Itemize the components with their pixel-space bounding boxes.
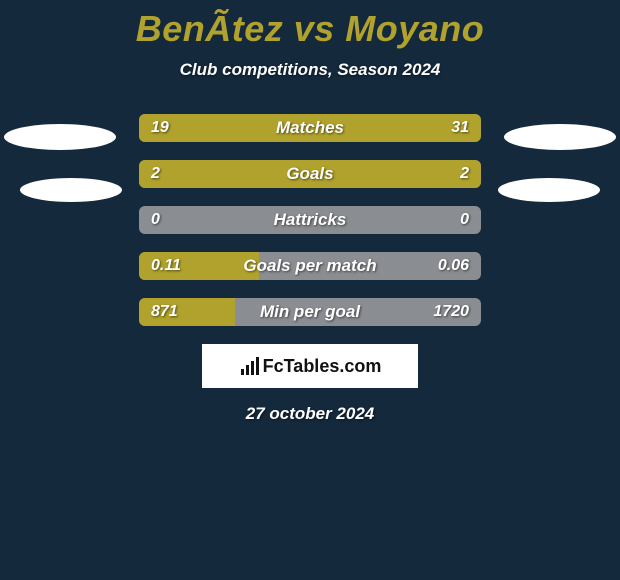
stat-row: 19Matches31 (139, 114, 481, 142)
stat-right-value: 2 (460, 165, 469, 183)
placeholder-ellipse (504, 124, 616, 150)
vs-separator: vs (283, 8, 345, 49)
stat-right-value: 1720 (433, 303, 469, 321)
brand-box: FcTables.com (202, 344, 418, 388)
stat-row: 871Min per goal1720 (139, 298, 481, 326)
stat-label: Hattricks (139, 210, 481, 230)
stat-label: Matches (139, 118, 481, 138)
stat-row: 0Hattricks0 (139, 206, 481, 234)
stat-row: 2Goals2 (139, 160, 481, 188)
subtitle: Club competitions, Season 2024 (0, 60, 620, 80)
date-text: 27 october 2024 (0, 404, 620, 424)
stat-right-value: 0 (460, 211, 469, 229)
stat-label: Goals per match (139, 256, 481, 276)
player-right-name: Moyano (345, 8, 484, 49)
stat-right-value: 0.06 (438, 257, 469, 275)
placeholder-ellipse (20, 178, 122, 202)
comparison-card: BenÃ­tez vs Moyano Club competitions, Se… (0, 0, 620, 580)
stat-right-value: 31 (451, 119, 469, 137)
brand-text: FcTables.com (263, 356, 382, 377)
placeholder-ellipse (4, 124, 116, 150)
stat-row: 0.11Goals per match0.06 (139, 252, 481, 280)
stat-label: Goals (139, 164, 481, 184)
page-title: BenÃ­tez vs Moyano (0, 0, 620, 50)
bar-chart-icon (239, 357, 261, 375)
stat-label: Min per goal (139, 302, 481, 322)
player-left-name: BenÃ­tez (136, 8, 284, 49)
placeholder-ellipse (498, 178, 600, 202)
